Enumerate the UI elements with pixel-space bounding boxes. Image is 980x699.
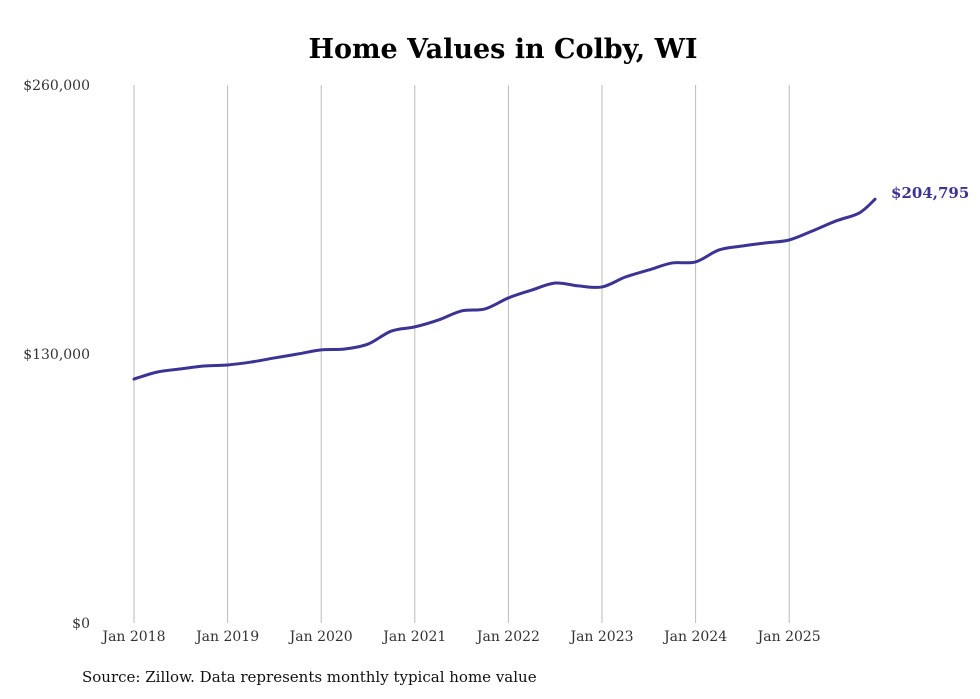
x-tick-label: Jan 2020 <box>288 629 353 645</box>
series-line <box>132 197 877 381</box>
source-note: Source: Zillow. Data represents monthly … <box>82 668 537 686</box>
chart-title: Home Values in Colby, WI <box>308 34 697 65</box>
x-tick-label: Jan 2022 <box>475 629 540 645</box>
x-tick-label: Jan 2024 <box>662 629 727 645</box>
x-tick-label: Jan 2023 <box>568 629 633 645</box>
y-tick-label: $130,000 <box>23 347 90 363</box>
x-tick-label: Jan 2021 <box>381 629 446 645</box>
x-tick-label: Jan 2018 <box>100 629 165 645</box>
x-tick-label: Jan 2025 <box>756 629 821 645</box>
y-tick-label: $260,000 <box>23 78 90 94</box>
x-tick-label: Jan 2019 <box>194 629 259 645</box>
end-value-label: $204,795 <box>891 184 969 202</box>
y-tick-label: $0 <box>72 616 90 632</box>
